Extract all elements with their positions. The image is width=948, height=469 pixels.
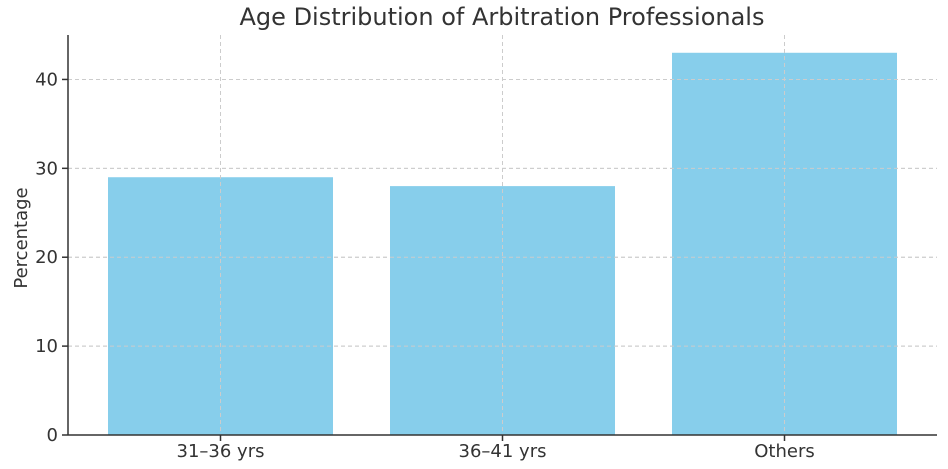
bar-3 <box>672 52 897 436</box>
tick-labels: 0 10 20 30 40 31–36 yrs 36–41 yrs Others <box>35 69 815 462</box>
x-tick-label: 31–36 yrs <box>177 441 265 462</box>
y-tick-label: 10 <box>35 336 58 357</box>
x-tick-label: Others <box>754 441 815 462</box>
bars <box>68 35 937 436</box>
y-tick-label: 20 <box>35 247 58 268</box>
axes <box>62 35 937 441</box>
y-tick-label: 40 <box>35 69 58 90</box>
y-tick-label: 30 <box>35 158 58 179</box>
x-tick-label: 36–41 yrs <box>459 441 547 462</box>
y-tick-label: 0 <box>47 425 58 446</box>
bar-1 <box>108 177 333 435</box>
chart-title: Age Distribution of Arbitration Professi… <box>240 3 765 31</box>
y-axis-label: Percentage <box>11 187 32 288</box>
